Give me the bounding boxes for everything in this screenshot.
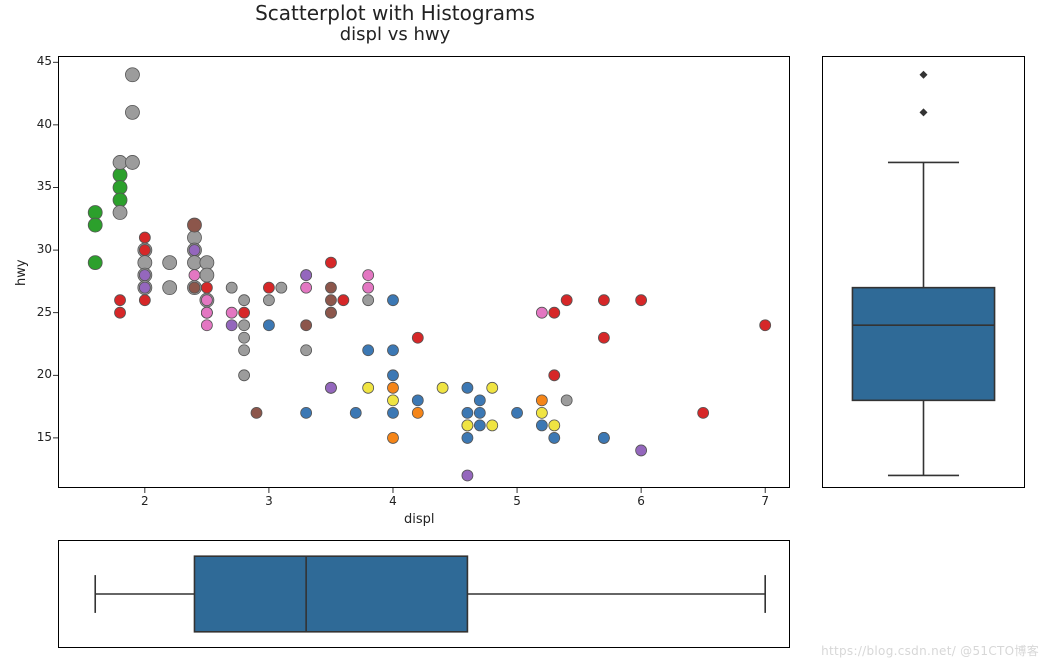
y-tick-label: 45 <box>28 54 52 68</box>
y-tick-label: 30 <box>28 242 52 256</box>
y-tick-label: 35 <box>28 179 52 193</box>
x-tick-label: 6 <box>631 494 651 508</box>
x-tick-label: 2 <box>135 494 155 508</box>
y-tick-label: 20 <box>28 367 52 381</box>
x-tick-label: 7 <box>755 494 775 508</box>
x-tick-label: 5 <box>507 494 527 508</box>
bottom-boxplot <box>0 0 1047 665</box>
x-tick-label: 4 <box>383 494 403 508</box>
watermark-text: https://blog.csdn.net/ @51CTO博客 <box>821 642 1039 659</box>
x-tick-label: 3 <box>259 494 279 508</box>
y-tick-label: 15 <box>28 430 52 444</box>
y-tick-label: 40 <box>28 117 52 131</box>
y-tick-label: 25 <box>28 305 52 319</box>
